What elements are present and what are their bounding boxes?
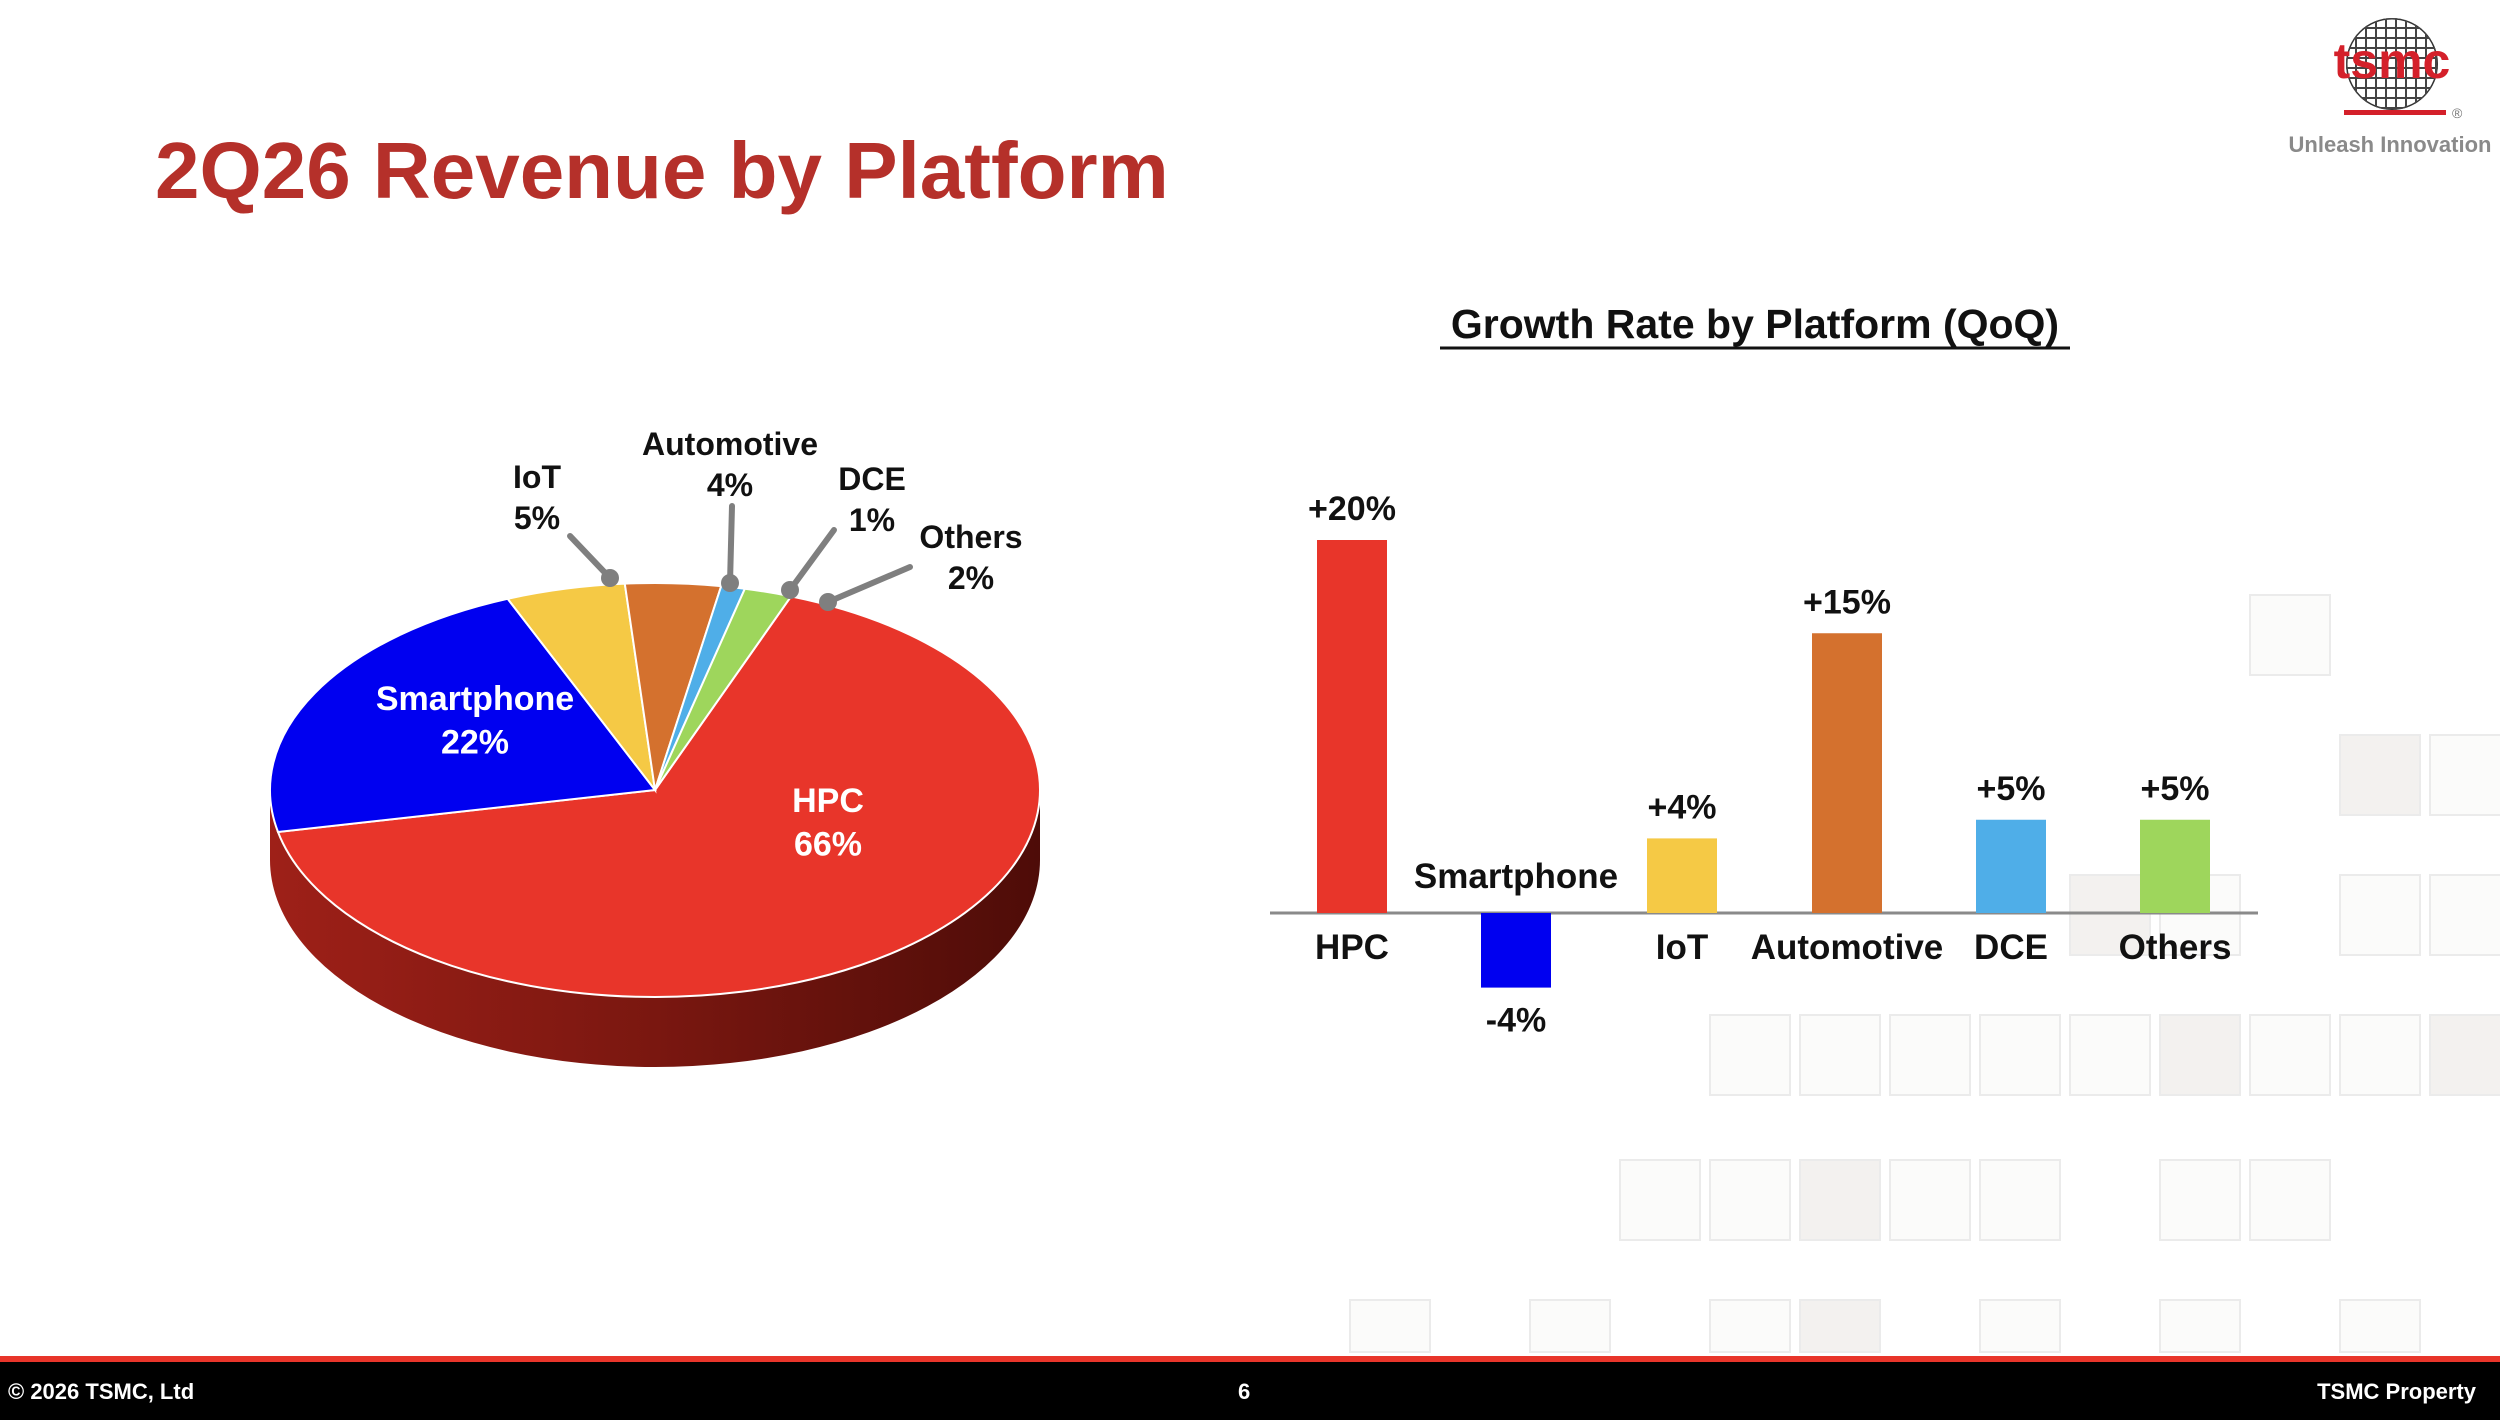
logo-wordmark: tsmc [2334, 33, 2451, 89]
pie-label-hpc: HPC 66% [792, 782, 864, 864]
pie-slice-hpc [276, 595, 1041, 998]
leader-line-automotive [727, 503, 735, 586]
pie-label-iot: IoT 5% [513, 459, 561, 536]
background-square [2159, 1014, 2241, 1096]
bar-category-label-dce: DCE [1974, 928, 2048, 967]
bar-category-label-others: Others [2119, 928, 2232, 967]
pie-label-others: Others 2% [919, 519, 1022, 596]
background-square [1709, 1299, 1791, 1353]
background-square [1979, 1014, 2061, 1096]
logo-tagline: Unleash Innovation [2289, 132, 2492, 157]
bar-category-label-hpc: HPC [1315, 928, 1389, 967]
bar-value-label-automotive: +15% [1803, 583, 1891, 621]
background-square [2249, 594, 2331, 676]
pie-label-automotive: Automotive 4% [642, 426, 818, 503]
background-square [2339, 734, 2421, 816]
background-square [2069, 874, 2151, 956]
background-square [1709, 1159, 1791, 1241]
bar-smartphone [1481, 913, 1551, 988]
background-square [1619, 1159, 1701, 1241]
leader-dot-dce [781, 581, 799, 599]
bar-value-label-hpc: +20% [1308, 490, 1396, 528]
footer-copyright: © 2026 TSMC, Ltd [8, 1379, 195, 1404]
background-square [1889, 1014, 1971, 1096]
background-square [2429, 734, 2500, 816]
leader-dot-others [819, 593, 837, 611]
logo-registered-mark: ® [2452, 105, 2463, 121]
background-pattern [1349, 594, 2500, 1353]
bar-others [2140, 819, 2210, 913]
bar-automotive [1812, 633, 1882, 913]
background-square [2159, 1159, 2241, 1241]
background-square [1799, 1299, 1881, 1353]
footer-property: TSMC Property [2317, 1379, 2476, 1404]
bar-value-label-smartphone: -4% [1486, 1002, 1546, 1040]
bar-value-label-others: +5% [2141, 770, 2210, 808]
background-square [1349, 1299, 1431, 1353]
background-square [1799, 1159, 1881, 1241]
bar-category-label-smartphone: Smartphone [1414, 857, 1618, 896]
background-square [2069, 1014, 2151, 1096]
bar-iot [1647, 838, 1717, 913]
background-square [1889, 1159, 1971, 1241]
leader-dot-iot [601, 569, 619, 587]
bar-dce [1976, 819, 2046, 913]
tsmc-logo: tsmc ® Unleash Innovation [2289, 18, 2492, 157]
background-square [2339, 874, 2421, 956]
leader-line-iot [567, 533, 613, 581]
background-square [2249, 1159, 2331, 1241]
background-square [2429, 874, 2500, 956]
footer-bar: © 2026 TSMC, Ltd 6 TSMC Property [0, 1356, 2500, 1420]
background-square [1799, 1014, 1881, 1096]
bar-chart: Growth Rate by Platform (QoQ) +20% HPC -4% S… [1270, 301, 2258, 1040]
page-number: 6 [1238, 1379, 1251, 1404]
background-square [2249, 1014, 2331, 1096]
background-square [1979, 1159, 2061, 1241]
leader-line-others [825, 564, 913, 605]
background-square [2159, 1299, 2241, 1353]
slide-title: 2Q26 Revenue by Platform [155, 126, 1169, 215]
bar-value-label-iot: +4% [1648, 788, 1717, 826]
logo-underline [2344, 110, 2446, 115]
background-square [2339, 1014, 2421, 1096]
background-square [1709, 1014, 1791, 1096]
bar-value-label-dce: +5% [1977, 770, 2046, 808]
pie-chart: HPC 66% Smartphone 22% IoT 5% Automotive 4% DCE 1… [269, 426, 1041, 1067]
bar-hpc [1317, 540, 1387, 913]
bar-category-label-automotive: Automotive [1751, 928, 1944, 967]
background-square [1529, 1299, 1611, 1353]
pie-side-wall [270, 790, 1040, 1067]
leader-dot-automotive [721, 574, 739, 592]
bar-category-label-iot: IoT [1656, 928, 1708, 967]
pie-label-smartphone: Smartphone 22% [376, 680, 574, 762]
background-square [2429, 1014, 2500, 1096]
background-square [1979, 1299, 2061, 1353]
pie-label-dce: DCE 1% [838, 461, 906, 538]
bar-chart-title: Growth Rate by Platform (QoQ) [1451, 301, 2059, 347]
background-square [2339, 1299, 2421, 1353]
pie-slice-smartphone [269, 597, 657, 834]
leader-line-dce [787, 527, 837, 593]
